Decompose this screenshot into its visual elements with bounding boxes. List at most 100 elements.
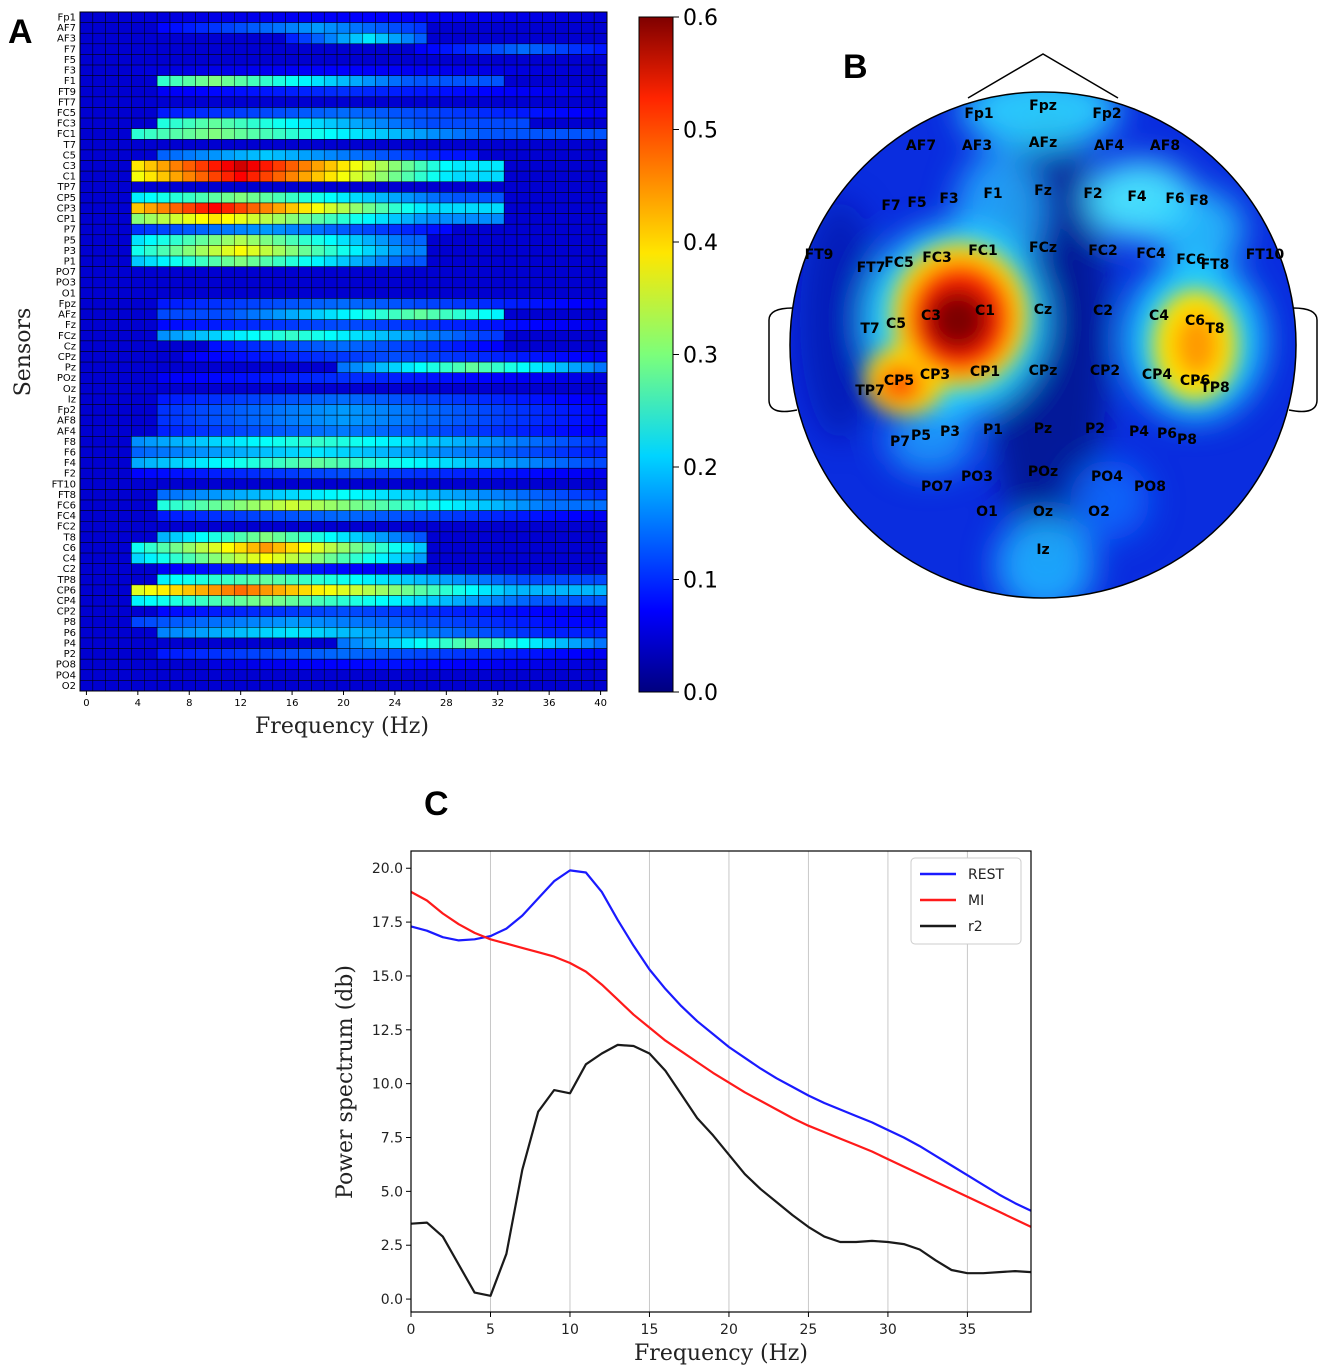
heatmap-cell [221,457,235,469]
heatmap-cell [593,43,608,55]
heatmap-cell [182,648,196,660]
heatmap-cell [156,457,171,469]
heatmap-cell [195,489,209,501]
heatmap-cell [195,351,209,363]
heatmap-cell [195,574,209,586]
heatmap-cell [413,11,428,23]
heatmap-cell [233,340,248,352]
heatmap-cell [131,563,145,575]
heatmap-cell [349,404,364,416]
heatmap-cell [529,361,543,373]
heatmap-cell [439,43,453,55]
heatmap-cell [593,107,608,119]
heatmap-cell [516,637,531,649]
heatmap-cell [375,160,389,172]
heatmap-cell [413,489,428,501]
electrode-label: P2 [1085,421,1105,437]
heatmap-cell [388,192,402,204]
heatmap-cell [593,404,608,416]
heatmap-cell [323,467,338,480]
heatmap-cell [131,680,145,692]
heatmap-cell [156,467,171,480]
panel-c-letter: C [424,785,449,823]
heatmap-cell [311,75,325,87]
heatmap-cell [195,181,209,193]
heatmap-cell [426,287,441,299]
heatmap-cell [169,669,184,681]
heatmap-cell [272,96,286,108]
heatmap-cell [144,223,158,236]
electrode-label: TP7 [855,383,885,399]
heatmap-cell [259,552,274,564]
heatmap-cell [516,330,531,342]
heatmap-cell [568,276,582,289]
heatmap-cell [516,276,531,289]
sensor-label: AF3 [57,34,76,45]
heatmap-cell [439,330,453,342]
heatmap-cell [491,351,505,363]
heatmap-cell [311,605,325,617]
heatmap-cell [118,648,132,660]
heatmap-cell [118,499,132,511]
heatmap-cell [362,489,376,501]
heatmap-cell [259,372,274,384]
heatmap-cell [452,149,466,161]
heatmap-cell [298,361,312,373]
heatmap-cell [516,393,531,405]
heatmap-cell [105,64,119,76]
heatmap-cell [439,542,453,554]
heatmap-cell [336,213,351,225]
heatmap-x-tick-label: 24 [389,698,402,709]
heatmap-cell [118,255,132,267]
heatmap-cell [272,616,286,628]
heatmap-cell [478,75,492,87]
heatmap-cell [259,287,274,299]
heatmap-cell [233,287,248,299]
heatmap-cell [233,510,248,522]
heatmap-cell [79,648,94,660]
heatmap-cell [516,680,531,692]
electrode-label: AF7 [906,138,936,154]
heatmap-cell [323,319,338,331]
heatmap-cell [568,54,582,66]
heatmap-cell [568,680,582,692]
heatmap-cell [311,680,325,692]
heatmap-cell [388,605,402,617]
heatmap-cell [208,584,222,596]
heatmap-cell [259,563,274,575]
heatmap-cell [298,266,312,278]
heatmap-cell [503,637,518,649]
heatmap-cell [401,149,415,161]
heatmap-cell [581,425,595,437]
heatmap-cell [388,330,402,342]
heatmap-cell [452,595,466,607]
heatmap-cell [169,383,184,395]
heatmap-cell [144,43,158,55]
heatmap-cell [311,319,325,331]
heatmap-cell [452,457,466,469]
heatmap-cell [568,223,582,236]
heatmap-cell [336,202,351,214]
heatmap-cell [246,276,261,289]
heatmap-cell [542,478,556,490]
heatmap-cell [388,223,402,236]
heatmap-cell [285,383,299,395]
heatmap-cell [439,637,453,649]
heatmap-cell [221,64,235,76]
heatmap-cell [246,404,261,416]
heatmap-cell [118,552,132,564]
heatmap-cell [362,414,376,427]
heatmap-cell [272,245,286,257]
heatmap-cell [92,287,106,299]
heatmap-cell [388,584,402,596]
heatmap-cell [105,330,119,342]
heatmap-cell [581,117,595,129]
heatmap-cell [323,669,338,681]
heatmap-cell [593,414,608,427]
heatmap-cell [92,75,106,87]
heatmap-cell [285,22,299,34]
heatmap-cell [478,11,492,23]
heatmap-cell [259,521,274,533]
electrode-label: C6 [1185,313,1205,329]
heatmap-cell [362,361,376,373]
